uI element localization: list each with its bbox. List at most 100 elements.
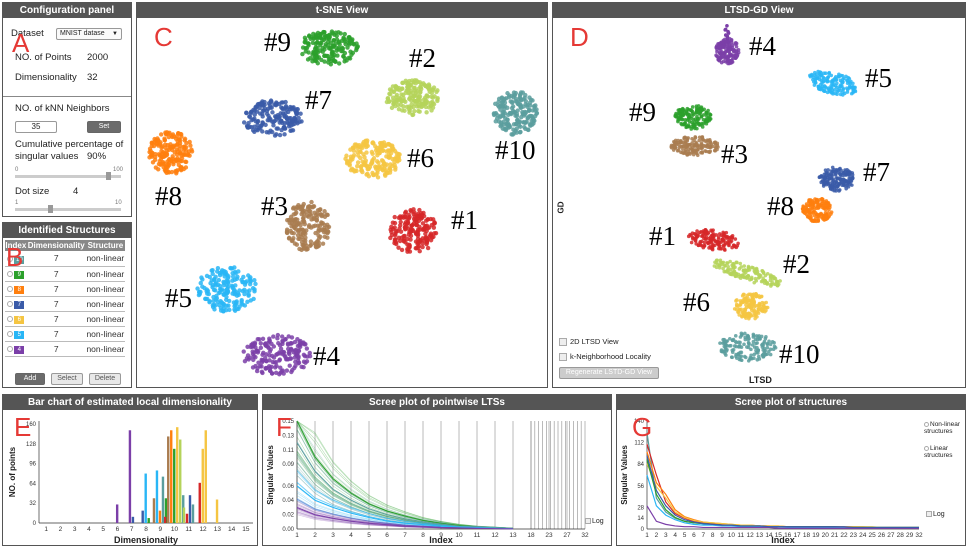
ltsd-point xyxy=(742,299,746,304)
legend-linear[interactable]: Linear structures xyxy=(924,445,965,459)
ltsd-point xyxy=(708,235,713,239)
radio-icon[interactable] xyxy=(7,255,14,262)
ltsd-point xyxy=(739,345,744,349)
ltsd-cluster-2[interactable] xyxy=(712,258,782,288)
option-2d-ltsd-label: 2D LTSD View xyxy=(570,337,619,346)
tsne-cluster-3[interactable] xyxy=(284,199,332,253)
tsne-point xyxy=(284,230,290,236)
tsne-cluster-6[interactable] xyxy=(343,138,402,180)
ltsd-cluster-8[interactable] xyxy=(800,196,834,224)
tsne-point xyxy=(284,368,290,373)
ltsd-cluster-label: #4 xyxy=(749,31,777,61)
tsne-point xyxy=(531,103,537,109)
x-tick-label: 5 xyxy=(683,532,687,539)
ltsd-cluster-4[interactable] xyxy=(714,36,741,66)
tsne-cluster-8[interactable] xyxy=(147,130,195,176)
radio-icon[interactable] xyxy=(7,345,14,352)
legend-nonlinear[interactable]: Non-linear structures xyxy=(924,421,965,435)
tsne-point xyxy=(348,158,353,164)
tsne-point xyxy=(303,37,308,43)
option-2d-ltsd[interactable]: 2D LTSD View xyxy=(559,337,619,347)
ltsd-point xyxy=(687,142,691,147)
tsne-point xyxy=(293,359,298,365)
ltsd-point xyxy=(749,300,754,304)
dot-size-max: 10 xyxy=(115,200,122,206)
color-swatch: 4 xyxy=(14,346,25,354)
tsne-point xyxy=(425,94,431,99)
x-tick-label: 32 xyxy=(915,532,923,539)
log-toggle-g[interactable]: Log xyxy=(926,511,945,518)
radio-icon[interactable] xyxy=(7,285,14,292)
tsne-cluster-2[interactable] xyxy=(384,78,440,118)
table-row[interactable]: 7 7 non-linear xyxy=(5,296,125,312)
ltsd-point xyxy=(761,353,765,357)
table-row[interactable]: 5 7 non-linear xyxy=(5,326,125,342)
tsne-cluster-4[interactable] xyxy=(241,332,313,377)
tsne-point xyxy=(325,39,331,45)
tsne-point xyxy=(274,132,279,137)
tsne-point xyxy=(313,58,318,63)
ltsd-cluster-7[interactable] xyxy=(817,165,855,193)
delete-button[interactable]: Delete xyxy=(89,373,121,385)
radio-icon[interactable] xyxy=(7,270,14,277)
ltsd-cluster-10[interactable] xyxy=(718,331,778,363)
tsne-point xyxy=(417,90,423,95)
tsne-point xyxy=(518,90,524,95)
radio-icon[interactable] xyxy=(7,300,14,307)
tsne-scatter[interactable]: #9 #2 #7 #10 #6 #8 #3 #1 #5 #4 xyxy=(137,3,548,388)
ltsd-cluster-6[interactable] xyxy=(732,292,770,321)
dataset-select[interactable]: MNIST datase ▼ xyxy=(56,28,122,40)
tsne-point xyxy=(320,241,326,246)
ltsd-cluster-5[interactable] xyxy=(808,69,858,97)
ltsd-point xyxy=(750,265,754,270)
ltsd-point xyxy=(725,36,730,40)
option-k-neighborhood[interactable]: k-Neighborhood Locality xyxy=(559,352,651,362)
ltsd-point xyxy=(732,307,737,311)
tsne-point xyxy=(292,115,297,121)
tsne-point xyxy=(406,90,411,96)
radio-icon[interactable] xyxy=(7,330,14,337)
tsne-point xyxy=(505,105,510,111)
set-button[interactable]: Set xyxy=(87,121,121,133)
cumulative-slider-handle[interactable] xyxy=(105,172,111,180)
label-d: D xyxy=(570,22,589,52)
table-row[interactable]: 10 7 non-linear xyxy=(5,251,125,267)
tsne-point xyxy=(247,355,253,360)
tsne-point xyxy=(176,131,181,136)
ltsd-cluster-3[interactable] xyxy=(669,135,720,158)
y-tick-label: 96 xyxy=(29,462,36,468)
tsne-cluster-5[interactable] xyxy=(195,265,258,314)
ltsd-point xyxy=(673,144,677,149)
tsne-cluster-9[interactable] xyxy=(300,29,360,67)
tsne-point xyxy=(421,213,427,219)
ltsd-point xyxy=(824,86,828,90)
ltsd-scatter[interactable]: #4 #5 #9 #3 #7 #8 #1 #2 #6 #10 xyxy=(553,3,966,388)
dot-size-slider-handle[interactable] xyxy=(48,205,54,213)
ltsd-cluster-9[interactable] xyxy=(673,104,713,131)
add-button[interactable]: Add xyxy=(15,373,45,385)
bar xyxy=(158,510,162,523)
table-row[interactable]: 6 7 non-linear xyxy=(5,311,125,327)
knn-input[interactable]: 35 xyxy=(15,121,57,133)
tsne-point xyxy=(374,159,380,164)
table-row[interactable]: 4 7 non-linear xyxy=(5,341,125,357)
tsne-point xyxy=(221,282,226,288)
cumulative-slider[interactable] xyxy=(15,172,121,180)
tsne-point xyxy=(198,289,203,295)
configuration-panel: Configuration panel Dataset MNIST datase… xyxy=(2,2,132,217)
radio-icon[interactable] xyxy=(7,315,14,322)
log-toggle-f[interactable]: Log xyxy=(585,518,604,525)
tsne-point xyxy=(347,42,352,47)
tsne-cluster-1[interactable] xyxy=(388,207,439,254)
ltsd-point xyxy=(817,86,821,91)
table-row[interactable]: 8 7 non-linear xyxy=(5,281,125,297)
select-button[interactable]: Select xyxy=(51,373,83,385)
tsne-point xyxy=(207,300,212,305)
tsne-cluster-10[interactable] xyxy=(491,90,540,137)
table-row[interactable]: 9 7 non-linear xyxy=(5,266,125,282)
regenerate-button[interactable]: Regenerate LSTD-GD View xyxy=(559,367,659,379)
tsne-cluster-7[interactable] xyxy=(241,98,304,138)
ltsd-point xyxy=(808,204,812,208)
ltsd-cluster-1[interactable] xyxy=(686,228,740,252)
dot-size-slider[interactable] xyxy=(15,205,121,213)
